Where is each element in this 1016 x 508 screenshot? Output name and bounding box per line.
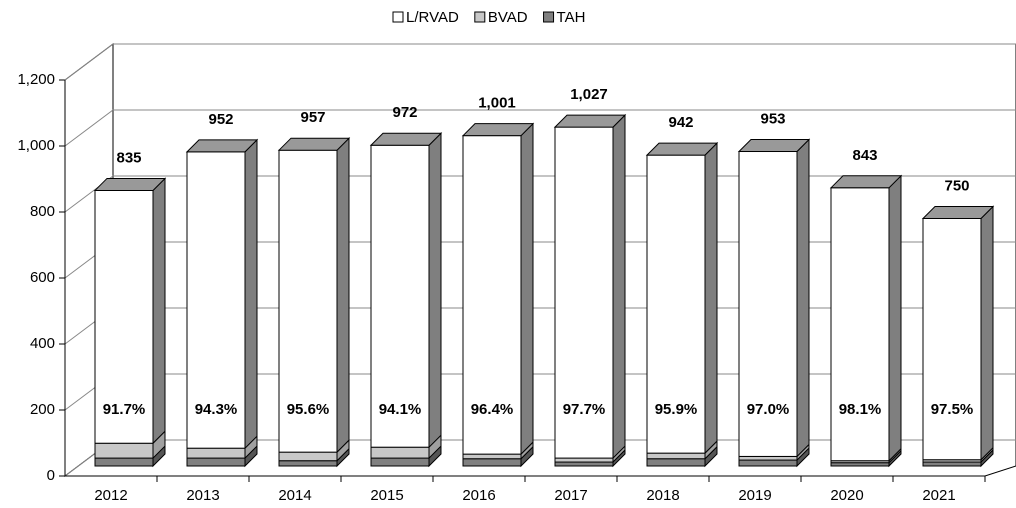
x-tick-label: 2018 <box>646 487 679 504</box>
bar-segment <box>186 151 246 449</box>
bar-segment <box>186 447 246 459</box>
bar-segment <box>94 189 154 444</box>
bar-segment <box>186 457 246 467</box>
total-label: 952 <box>208 111 233 128</box>
y-tick-label: 200 <box>30 401 55 418</box>
x-tick-label: 2014 <box>278 487 311 504</box>
share-label: 95.6% <box>287 401 330 418</box>
bar-side <box>152 177 166 445</box>
x-tick-label: 2013 <box>186 487 219 504</box>
bar-top <box>553 114 627 128</box>
total-label: 835 <box>116 149 141 166</box>
legend-label: TAH <box>557 9 586 26</box>
bar-segment <box>278 460 338 467</box>
legend-swatch <box>543 11 555 23</box>
bar-side <box>244 138 258 450</box>
total-label: 1,001 <box>478 95 516 112</box>
bar-top <box>737 139 811 153</box>
bar-segment <box>278 451 338 462</box>
bar-segment <box>554 126 614 459</box>
legend-swatch <box>392 11 404 23</box>
bar-segment <box>738 455 798 461</box>
share-label: 97.0% <box>747 401 790 418</box>
bar-side <box>704 141 718 455</box>
total-label: 750 <box>944 177 969 194</box>
bar-top <box>461 123 535 137</box>
share-label: 98.1% <box>839 401 882 418</box>
x-tick-label: 2016 <box>462 487 495 504</box>
y-tick-label: 800 <box>30 203 55 220</box>
share-label: 94.1% <box>379 401 422 418</box>
bar-segment <box>646 154 706 454</box>
bar-segment <box>462 453 522 460</box>
bar-top <box>93 177 167 191</box>
bar-top <box>369 132 443 146</box>
bar-segment <box>370 446 430 459</box>
bar-segment <box>830 187 890 462</box>
grid-line <box>64 43 1016 81</box>
bar-segment <box>94 457 154 467</box>
share-label: 97.5% <box>931 401 974 418</box>
legend-label: BVAD <box>488 9 528 26</box>
bar-top <box>185 139 259 153</box>
bar-segment <box>554 457 614 463</box>
share-label: 96.4% <box>471 401 514 418</box>
bar-segment <box>370 457 430 467</box>
total-label: 942 <box>668 114 693 131</box>
share-label: 97.7% <box>563 401 606 418</box>
share-label: 94.3% <box>195 401 238 418</box>
x-tick-label: 2020 <box>830 487 863 504</box>
bar-side <box>796 138 810 458</box>
bar-top <box>277 137 351 151</box>
bar-segment <box>462 458 522 467</box>
total-label: 1,027 <box>570 86 608 103</box>
bar-segment <box>554 461 614 467</box>
y-tick-label: 400 <box>30 335 55 352</box>
share-label: 91.7% <box>103 401 146 418</box>
bar-top <box>829 175 903 189</box>
bar-side <box>520 122 534 456</box>
share-label: 95.9% <box>655 401 698 418</box>
bar-side <box>336 136 350 454</box>
bar-top <box>645 142 719 156</box>
x-tick-label: 2019 <box>738 487 771 504</box>
bar-segment <box>646 452 706 460</box>
bar-side <box>612 113 626 460</box>
total-label: 953 <box>760 110 785 127</box>
x-tick-label: 2021 <box>922 487 955 504</box>
total-label: 972 <box>392 104 417 121</box>
bar-top <box>921 206 995 219</box>
y-tick-label: 1,000 <box>17 137 55 154</box>
grid-line <box>64 109 1016 147</box>
bar-segment <box>738 459 798 467</box>
bar-segment <box>922 461 982 467</box>
x-tick-label: 2012 <box>94 487 127 504</box>
x-tick-label: 2017 <box>554 487 587 504</box>
y-tick-label: 1,200 <box>17 71 55 88</box>
bar-segment <box>462 135 522 455</box>
bar-side <box>428 132 442 449</box>
bar-segment <box>646 458 706 467</box>
bar-segment <box>94 442 154 459</box>
y-tick-label: 0 <box>47 467 55 484</box>
bar-side <box>980 205 994 461</box>
x-tick-label: 2015 <box>370 487 403 504</box>
y-tick-label: 600 <box>30 269 55 286</box>
total-label: 843 <box>852 147 877 164</box>
legend-label: L/RVAD <box>406 9 459 26</box>
bar-segment <box>738 151 798 457</box>
total-label: 957 <box>300 109 325 126</box>
bar-side <box>888 174 902 462</box>
bar-segment <box>922 218 982 461</box>
legend-swatch <box>474 11 486 23</box>
